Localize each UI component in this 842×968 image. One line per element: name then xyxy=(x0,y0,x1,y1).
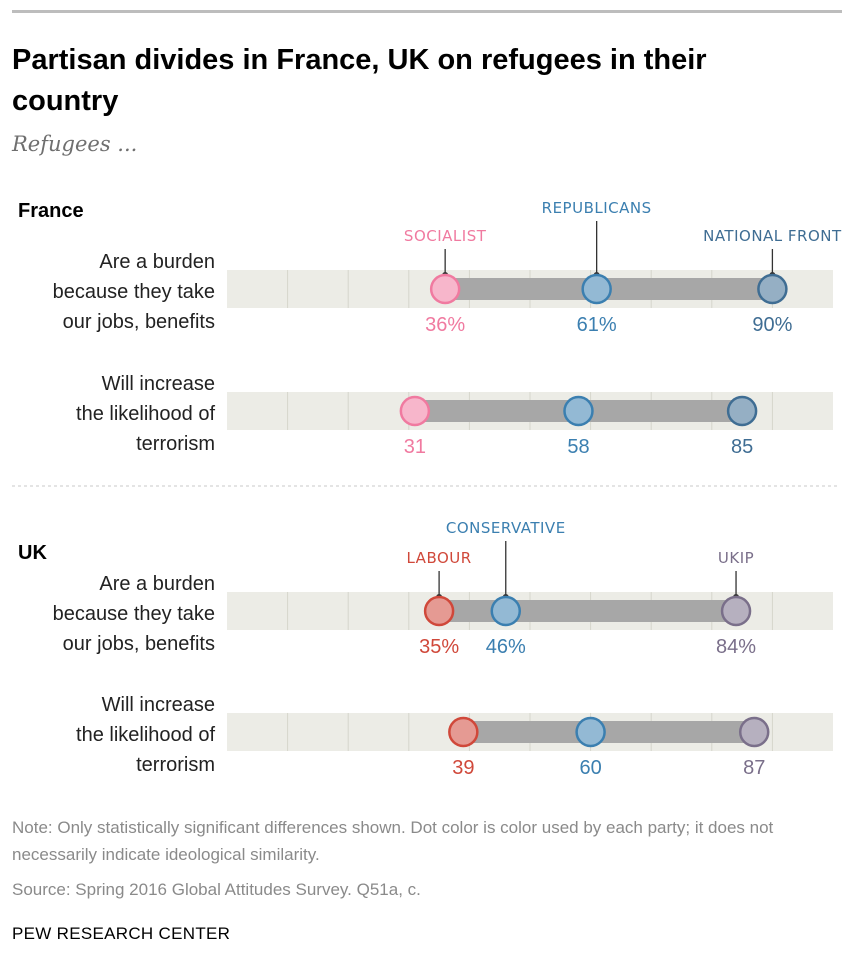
row-label-line: because they take xyxy=(53,281,215,303)
data-dot-labour xyxy=(448,716,479,748)
data-dot-republicans xyxy=(563,395,594,427)
row-label-line: Are a burden xyxy=(99,573,215,595)
data-dot-socialist xyxy=(399,395,431,427)
value-label: 87 xyxy=(743,757,765,779)
row-label-line: Will increase xyxy=(102,373,215,395)
data-dot-ukip xyxy=(738,716,770,748)
publisher-brand: PEW RESEARCH CENTER xyxy=(12,924,231,943)
value-label: 60 xyxy=(579,757,601,779)
data-dot-national-front xyxy=(726,395,758,427)
party-label-republicans: REPUBLICANS xyxy=(542,199,652,217)
data-dot-national-front xyxy=(757,273,788,305)
chart-subtitle: Refugees ... xyxy=(12,132,138,156)
row-label-line: our jobs, benefits xyxy=(63,311,215,333)
row-label-line: because they take xyxy=(53,603,215,625)
chart-note: Note: Only statistically significant dif… xyxy=(12,818,774,864)
row-label-line: terrorism xyxy=(136,754,215,776)
value-label: 36% xyxy=(425,314,465,336)
value-label: 46% xyxy=(486,636,526,658)
data-dot-labour xyxy=(423,595,455,627)
value-label: 31 xyxy=(404,436,426,458)
data-dot-republicans xyxy=(581,273,612,305)
range-bar xyxy=(439,600,737,622)
party-label-ukip: UKIP xyxy=(718,549,754,567)
value-label: 35% xyxy=(419,636,459,658)
chart-source: Source: Spring 2016 Global Attitudes Sur… xyxy=(12,880,421,899)
value-label: 90% xyxy=(752,314,792,336)
chart-title: Partisan divides in France, UK on refuge… xyxy=(12,44,707,117)
row-label-line: Will increase xyxy=(102,694,215,716)
party-label-national-front: NATIONAL FRONT xyxy=(703,227,842,245)
data-dot-ukip xyxy=(720,595,752,627)
data-dot-conservative xyxy=(575,716,606,748)
value-label: 58 xyxy=(567,436,589,458)
value-label: 85 xyxy=(731,436,753,458)
top-rule xyxy=(12,10,842,13)
value-label: 61% xyxy=(577,314,617,336)
row-label-line: Are a burden xyxy=(99,251,215,273)
row-label-line: the likelihood of xyxy=(76,403,215,425)
party-label-conservative: CONSERVATIVE xyxy=(446,519,566,537)
value-label: 84% xyxy=(716,636,756,658)
value-label: 39 xyxy=(452,757,474,779)
dot-range-chart: France Are a burden because they take our j… xyxy=(12,199,842,779)
party-label-labour: LABOUR xyxy=(406,549,471,567)
country-label-uk: UK xyxy=(18,542,47,564)
row-label-line: our jobs, benefits xyxy=(63,633,215,655)
range-bar xyxy=(463,721,755,743)
row-label-line: terrorism xyxy=(136,433,215,455)
party-label-socialist: SOCIALIST xyxy=(404,227,487,245)
country-label-france: France xyxy=(18,200,84,222)
row-label-line: the likelihood of xyxy=(76,724,215,746)
data-dot-conservative xyxy=(490,595,522,627)
data-dot-socialist xyxy=(429,273,461,305)
